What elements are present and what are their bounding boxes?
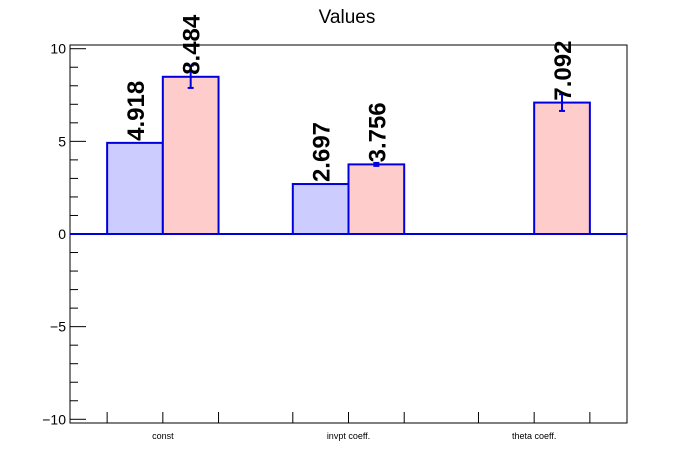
bar — [533, 101, 591, 235]
y-tick-label: 10 — [50, 41, 66, 57]
y-tick-label: −5 — [50, 319, 66, 335]
bar — [161, 75, 220, 236]
data-label: 8.484 — [179, 14, 206, 75]
x-tick-label: const — [152, 431, 174, 441]
bar — [291, 183, 350, 235]
x-tick-label: invpt coeff. — [327, 431, 370, 441]
x-tick-label: theta coeff. — [512, 431, 556, 441]
data-label: 7.092 — [550, 41, 577, 101]
data-label: 3.756 — [364, 102, 391, 162]
chart-title: Values — [319, 7, 376, 28]
y-tick-label: 5 — [58, 133, 66, 149]
data-label: 4.918 — [123, 81, 150, 141]
y-tick-label: 0 — [58, 226, 66, 242]
data-label: 2.697 — [309, 122, 336, 182]
y-tick-label: −10 — [42, 411, 66, 427]
bar — [347, 163, 406, 236]
bar — [106, 141, 164, 236]
